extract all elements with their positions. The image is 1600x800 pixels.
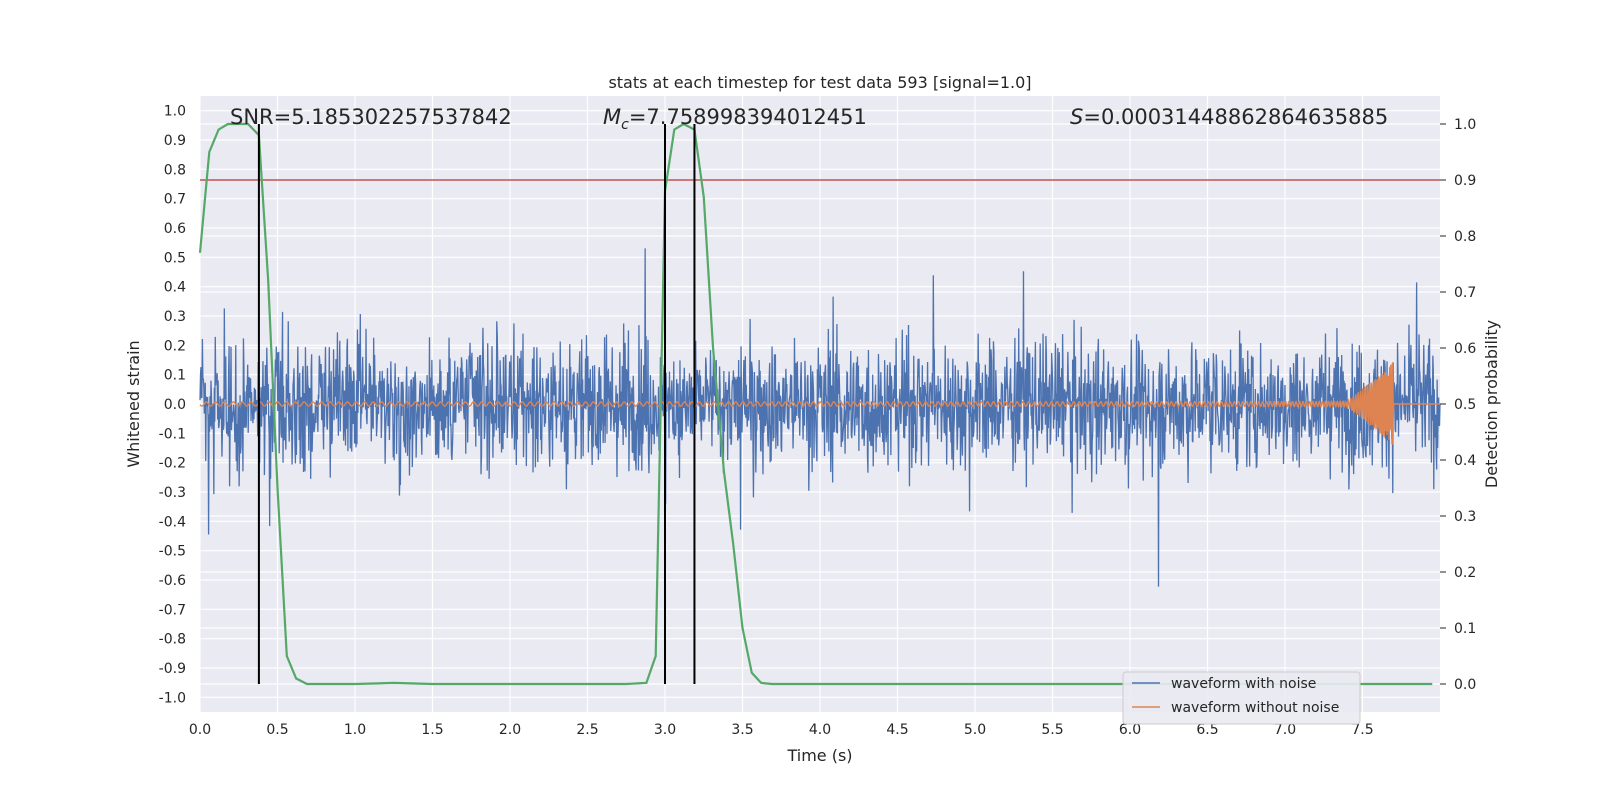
y2-tick-label: 0.6 [1454,341,1476,357]
x-tick-label: 0.5 [266,722,288,738]
y-tick-label: -0.5 [159,544,186,560]
y2-tick-label: 0.4 [1454,453,1476,469]
y-tick-labels: 1.0 0.9 0.8 0.7 0.6 0.5 0.4 0.3 0.2 0.1 0.0 -0.1 -0.… [159,104,186,707]
y-tick-label: 0.9 [164,133,186,149]
legend-label-noise: waveform with noise [1171,676,1316,692]
y-tick-label: 1.0 [164,104,186,120]
y2-tick-label: 0.3 [1454,509,1476,525]
x-tick-label: 4.5 [886,722,908,738]
x-tick-label: 1.0 [344,722,366,738]
x-tick-label: 7.5 [1351,722,1373,738]
y-tick-label: -0.2 [159,456,186,472]
y-tick-label: 0.3 [164,309,186,325]
x-tick-labels: 0.0 0.5 1.0 1.5 2.0 2.5 3.0 3.5 4.0 4.5 5.0 5.5 6.0 6… [189,722,1374,738]
vertical-markers [257,124,696,684]
x-tick-label: 3.0 [654,722,676,738]
s-value: =0.00031448862864635885 [1083,105,1388,129]
y-tick-label: 0.1 [164,368,186,384]
y2-tick-label: 0.9 [1454,173,1476,189]
x-axis-label: Time (s) [786,746,852,765]
y-tick-label: -1.0 [159,690,186,706]
y-tick-label: -0.1 [159,426,186,442]
x-tick-label: 5.0 [964,722,986,738]
clean-waveform-line [199,362,1440,445]
y-tick-label: -0.7 [159,602,186,618]
y2-tick-label: 0.0 [1454,677,1476,693]
chart-title: stats at each timestep for test data 593… [608,73,1031,92]
x-tick-label: 2.0 [499,722,521,738]
noise-series [199,248,1441,587]
legend-box [1122,671,1361,725]
mc-value: =7.758998394012451 [629,105,867,129]
x-tick-label: 7.0 [1274,722,1296,738]
y-tick-label: 0.4 [164,280,186,296]
x-tick-label: 0.0 [189,722,211,738]
s-symbol: S [1070,105,1083,129]
legend-label-clean: waveform without noise [1171,700,1339,716]
detection-probability-line [198,122,1433,686]
y2-tick-label: 1.0 [1454,117,1476,133]
y2-tick-label: 0.7 [1454,285,1476,301]
x-tick-label: 4.0 [809,722,831,738]
y-tick-label: -0.3 [159,485,186,501]
y2-tick-labels: 1.0 0.9 0.8 0.7 0.6 0.5 0.4 0.3 0.2 0.1 0.0 [1440,117,1476,693]
chirp-mass-annotation: Mc=7.758998394012451 [603,105,867,133]
y-tick-label: 0.0 [164,397,186,413]
mc-symbol: M [603,105,621,129]
x-tick-label: 3.5 [731,722,753,738]
snr-annotation: SNR=5.185302257537842 [230,105,512,129]
y-tick-label: -0.9 [159,661,186,677]
y-tick-label: -0.4 [159,514,186,530]
y2-axis-label: Detection probability [1482,320,1501,488]
s-annotation: S=0.00031448862864635885 [1070,105,1388,129]
y-tick-label: -0.6 [159,573,186,589]
x-tick-label: 6.0 [1119,722,1141,738]
y2-tick-label: 0.5 [1454,397,1476,413]
x-tick-label: 5.5 [1041,722,1063,738]
y-tick-label: 0.5 [164,250,186,266]
y2-tick-label: 0.1 [1454,621,1476,637]
y2-tick-label: 0.8 [1454,229,1476,245]
y-tick-label: 0.8 [164,162,186,178]
y-tick-label: -0.8 [159,632,186,648]
legend: waveform with noise waveform without noi… [1122,671,1361,725]
x-tick-label: 1.5 [421,722,443,738]
y-tick-label: 0.7 [164,192,186,208]
y-tick-label: 0.2 [164,338,186,354]
y-axis-label: Whitened strain [124,340,143,467]
x-tick-label: 2.5 [576,722,598,738]
x-tick-label: 6.5 [1196,722,1218,738]
noise-waveform-line [199,248,1441,587]
mc-subscript: c [621,117,629,133]
y2-tick-label: 0.2 [1454,565,1476,581]
y-tick-label: 0.6 [164,221,186,237]
